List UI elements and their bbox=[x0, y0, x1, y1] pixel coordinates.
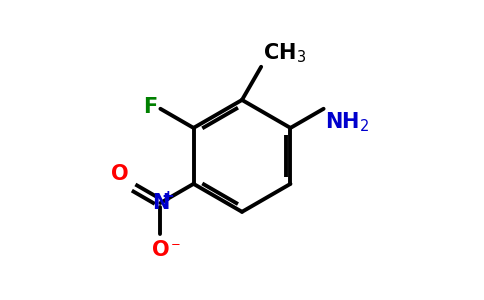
Text: +: + bbox=[161, 189, 174, 204]
Text: O: O bbox=[151, 240, 169, 260]
Text: CH$_3$: CH$_3$ bbox=[263, 42, 305, 65]
Text: NH$_2$: NH$_2$ bbox=[325, 110, 370, 134]
Text: F: F bbox=[143, 97, 157, 117]
Text: N: N bbox=[151, 193, 169, 213]
Text: $^-$: $^-$ bbox=[168, 240, 181, 258]
Text: O: O bbox=[111, 164, 128, 184]
